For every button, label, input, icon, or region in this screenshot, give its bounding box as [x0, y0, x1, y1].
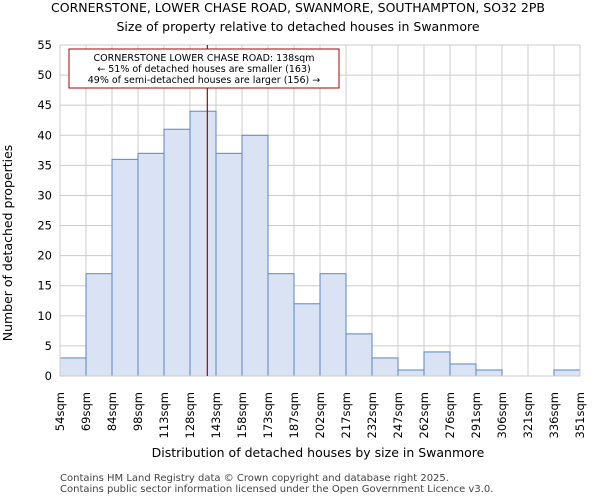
histogram-bar [345, 333, 373, 377]
chart-title: CORNERSTONE, LOWER CHASE ROAD, SWANMORE,… [51, 0, 545, 15]
x-tick-label: 113sqm [157, 392, 171, 438]
histogram-bar [59, 357, 87, 377]
x-tick-label: 262sqm [417, 392, 431, 438]
y-tick-label: 55 [37, 38, 52, 52]
x-tick-label: 276sqm [443, 392, 457, 438]
x-tick-label: 321sqm [521, 392, 535, 438]
histogram-bar [241, 134, 269, 377]
x-tick-label: 217sqm [339, 392, 353, 438]
y-tick-label: 25 [37, 219, 52, 233]
y-tick-label: 45 [37, 98, 52, 112]
footer-line-2: Contains public sector information licen… [60, 484, 494, 495]
y-tick-label: 40 [37, 128, 52, 142]
x-tick-label: 202sqm [313, 392, 327, 438]
histogram-bar [215, 152, 243, 377]
histogram-bar [423, 351, 451, 377]
y-tick-label: 20 [37, 249, 52, 263]
histogram-bar [111, 158, 139, 377]
x-tick-label: 143sqm [209, 392, 223, 438]
x-tick-label: 128sqm [183, 392, 197, 438]
x-tick-label: 69sqm [79, 392, 93, 431]
annotation-line-3: 49% of semi-detached houses are larger (… [88, 75, 321, 86]
annotation-line-1: CORNERSTONE LOWER CHASE ROAD: 138sqm [94, 53, 315, 64]
y-tick-label: 30 [37, 188, 52, 202]
footer-line-1: Contains HM Land Registry data © Crown c… [60, 473, 449, 484]
y-tick-label: 10 [37, 309, 52, 323]
histogram-bar [371, 357, 399, 377]
chart-subtitle: Size of property relative to detached ho… [116, 19, 479, 34]
x-tick-label: 232sqm [365, 392, 379, 438]
histogram-bar [475, 369, 503, 377]
histogram-bar [137, 152, 165, 377]
y-tick-label: 5 [45, 339, 52, 353]
x-tick-label: 54sqm [53, 392, 67, 431]
histogram-bar [85, 273, 113, 377]
y-axis-ticks: 0 5 10 15 20 25 30 35 40 45 50 55 [37, 38, 52, 383]
annotation-frame [68, 48, 340, 89]
x-tick-label: 98sqm [131, 392, 145, 431]
histogram-bar [293, 303, 321, 377]
y-tick-label: 15 [37, 279, 52, 293]
histogram-bar [319, 273, 347, 377]
histogram-bar [397, 369, 425, 377]
annotation-line-2: ← 51% of detached houses are smaller (16… [97, 64, 310, 75]
histogram-bar [267, 273, 295, 377]
x-axis-ticks: 54sqm 69sqm 84sqm 98sqm 113sqm 128sqm 143sqm 15… [53, 392, 587, 438]
plot-frame [59, 44, 581, 377]
x-tick-label: 291sqm [469, 392, 483, 438]
bars [59, 110, 581, 377]
x-axis-label: Distribution of detached houses by size … [152, 445, 485, 460]
annotation-box: CORNERSTONE LOWER CHASE ROAD: 138sqm ← 5… [68, 48, 340, 89]
y-axis-label: Number of detached properties [0, 145, 15, 342]
histogram-bar [163, 128, 191, 377]
histogram-bar [449, 363, 477, 377]
x-tick-label: 247sqm [391, 392, 405, 438]
x-tick-label: 351sqm [573, 392, 587, 438]
x-tick-label: 187sqm [287, 392, 301, 438]
histogram-bar [189, 110, 217, 377]
x-tick-label: 158sqm [235, 392, 249, 438]
x-tick-label: 336sqm [547, 392, 561, 438]
x-tick-label: 84sqm [105, 392, 119, 431]
y-tick-label: 50 [37, 68, 52, 82]
y-tick-label: 0 [45, 369, 52, 383]
histogram-bar [553, 369, 581, 377]
x-tick-label: 306sqm [495, 392, 509, 438]
x-tick-label: 173sqm [261, 392, 275, 438]
y-tick-label: 35 [37, 158, 52, 172]
